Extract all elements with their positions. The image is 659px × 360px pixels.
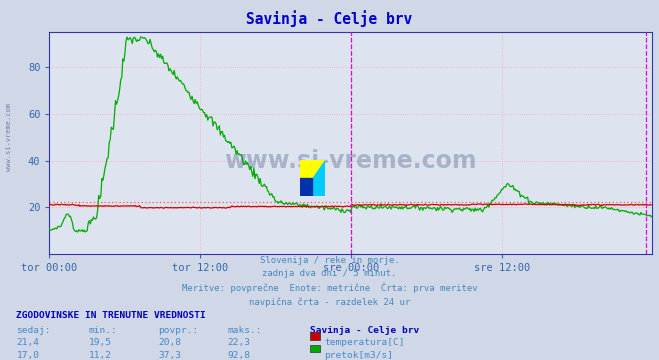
Text: pretok[m3/s]: pretok[m3/s] <box>324 351 393 360</box>
Text: 92,8: 92,8 <box>227 351 250 360</box>
Text: 17,0: 17,0 <box>16 351 40 360</box>
Text: temperatura[C]: temperatura[C] <box>324 338 405 347</box>
Text: 37,3: 37,3 <box>158 351 181 360</box>
Text: povpr.:: povpr.: <box>158 326 198 335</box>
Text: www.si-vreme.com: www.si-vreme.com <box>5 103 12 171</box>
Text: min.:: min.: <box>89 326 118 335</box>
Text: sedaj:: sedaj: <box>16 326 51 335</box>
Text: Slovenija / reke in morje.
zadnja dva dni / 5 minut.
Meritve: povprečne  Enote: : Slovenija / reke in morje. zadnja dva dn… <box>182 256 477 307</box>
Text: 20,8: 20,8 <box>158 338 181 347</box>
Text: Savinja - Celje brv: Savinja - Celje brv <box>246 10 413 27</box>
Text: 22,3: 22,3 <box>227 338 250 347</box>
Text: maks.:: maks.: <box>227 326 262 335</box>
Text: 11,2: 11,2 <box>89 351 112 360</box>
Text: Savinja - Celje brv: Savinja - Celje brv <box>310 326 419 335</box>
Polygon shape <box>300 160 325 196</box>
Text: www.si-vreme.com: www.si-vreme.com <box>225 149 477 173</box>
Polygon shape <box>300 178 312 196</box>
Text: ZGODOVINSKE IN TRENUTNE VREDNOSTI: ZGODOVINSKE IN TRENUTNE VREDNOSTI <box>16 311 206 320</box>
Text: 21,4: 21,4 <box>16 338 40 347</box>
Text: 19,5: 19,5 <box>89 338 112 347</box>
Polygon shape <box>300 160 325 196</box>
